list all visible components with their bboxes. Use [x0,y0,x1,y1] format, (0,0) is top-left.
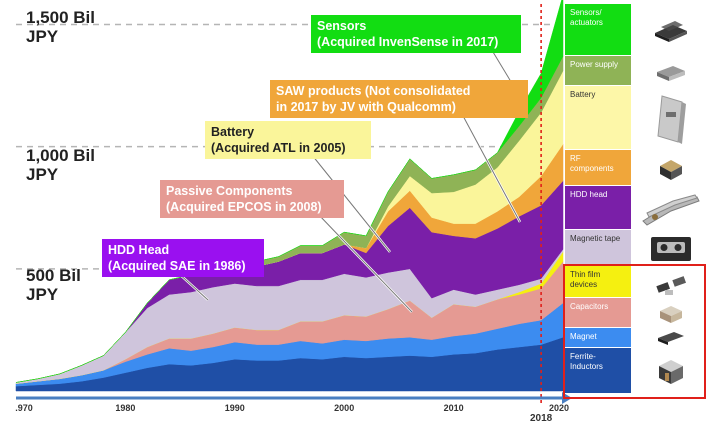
legend-battery: Battery [565,86,631,150]
legend-label-ferrite: Ferrite- Inductors [570,352,603,371]
legend-label-thin-film: Thin film devices [570,270,601,289]
legend-label-battery: Battery [570,90,596,99]
x-tick-2000: 2000 [334,403,354,413]
y-label-500-unit: JPY [26,285,59,304]
annotation-saw-title: SAW products (Not consolidated [276,84,471,98]
legend-label-power-supply: Power supply [570,60,619,69]
thin-film-icon [633,270,709,302]
legend-thin-film-devices: Thin film devices [565,266,631,298]
x-tick-970: .970 [15,403,33,413]
annotation-battery-detail: (Acquired ATL in 2005) [211,141,346,155]
annotation-passive-components: Passive Components (Acquired EPCOS in 20… [160,180,344,218]
x-tick-2010: 2010 [444,403,464,413]
battery-pack-icon [633,90,709,148]
annotation-sensors-detail: (Acquired InvenSense in 2017) [317,35,499,49]
inductor-icon [633,352,709,392]
pointer-battery [311,154,391,253]
legend-rf-components: RF components [565,150,631,186]
annotation-sensors: Sensors (Acquired InvenSense in 2017) [311,15,521,53]
x-tick-1980: 1980 [115,403,135,413]
chip-icon [633,14,709,50]
pointer-passive-components [317,213,413,313]
legend-label-hdd: HDD head [570,190,608,199]
legend-label-sensors: Sensors/ actuators [570,8,603,27]
legend-label-capacitors: Capacitors [570,302,609,311]
annotation-hdd-title: HDD Head [108,243,170,257]
annotation-battery-title: Battery [211,125,255,139]
annotation-saw-detail: in 2017 by JV with Qualcomm) [276,100,456,114]
legend-label-tape: Magnetic tape [570,234,621,243]
annotation-saw-products: SAW products (Not consolidated in 2017 b… [270,80,528,118]
hdd-head-icon [633,188,709,230]
annotation-passive-detail: (Acquired EPCOS in 2008) [166,200,322,214]
legend-hdd-head: HDD head [565,186,631,230]
passive-components-highlight-box [563,264,706,399]
x-tick-2020: 2020 [549,403,569,413]
pointer-saw-products [461,113,521,223]
tape-cassette-icon [633,232,709,266]
legend-label-magnet: Magnet [570,332,597,341]
legend-label-rf: RF components [570,154,614,173]
annotation-passive-title: Passive Components [166,184,293,198]
power-module-icon [633,58,709,86]
annotation-hdd-head: HDD Head (Acquired SAE in 1986) [102,239,264,277]
legend-capacitors: Capacitors [565,298,631,328]
y-label-1000-value: 1,000 Bil [26,146,95,165]
y-label-1500-unit: JPY [26,27,59,46]
x-tick-1990: 1990 [225,403,245,413]
y-label-1000-unit: JPY [26,165,59,184]
rf-module-icon [633,152,709,186]
y-label-1000: 1,000 Bil JPY [26,146,95,184]
y-label-1500-value: 1,500 Bil [26,8,95,27]
annotation-hdd-detail: (Acquired SAE in 1986) [108,259,246,273]
x-tick-highlight-2018: 2018 [530,413,553,424]
legend-sensors-actuators: Sensors/ actuators [565,4,631,56]
y-label-500: 500 Bil JPY [26,266,81,304]
y-label-500-value: 500 Bil [26,266,81,285]
legend-magnet: Magnet [565,328,631,348]
capacitor-icon [633,300,709,328]
annotation-sensors-title: Sensors [317,19,367,33]
legend-power-supply: Power supply [565,56,631,86]
annotation-battery: Battery (Acquired ATL in 2005) [205,121,371,159]
legend-magnetic-tape: Magnetic tape [565,230,631,266]
y-label-1500: 1,500 Bil JPY [26,8,95,46]
legend-ferrite-inductors: Ferrite- Inductors [565,348,631,394]
magnet-icon [633,328,709,348]
